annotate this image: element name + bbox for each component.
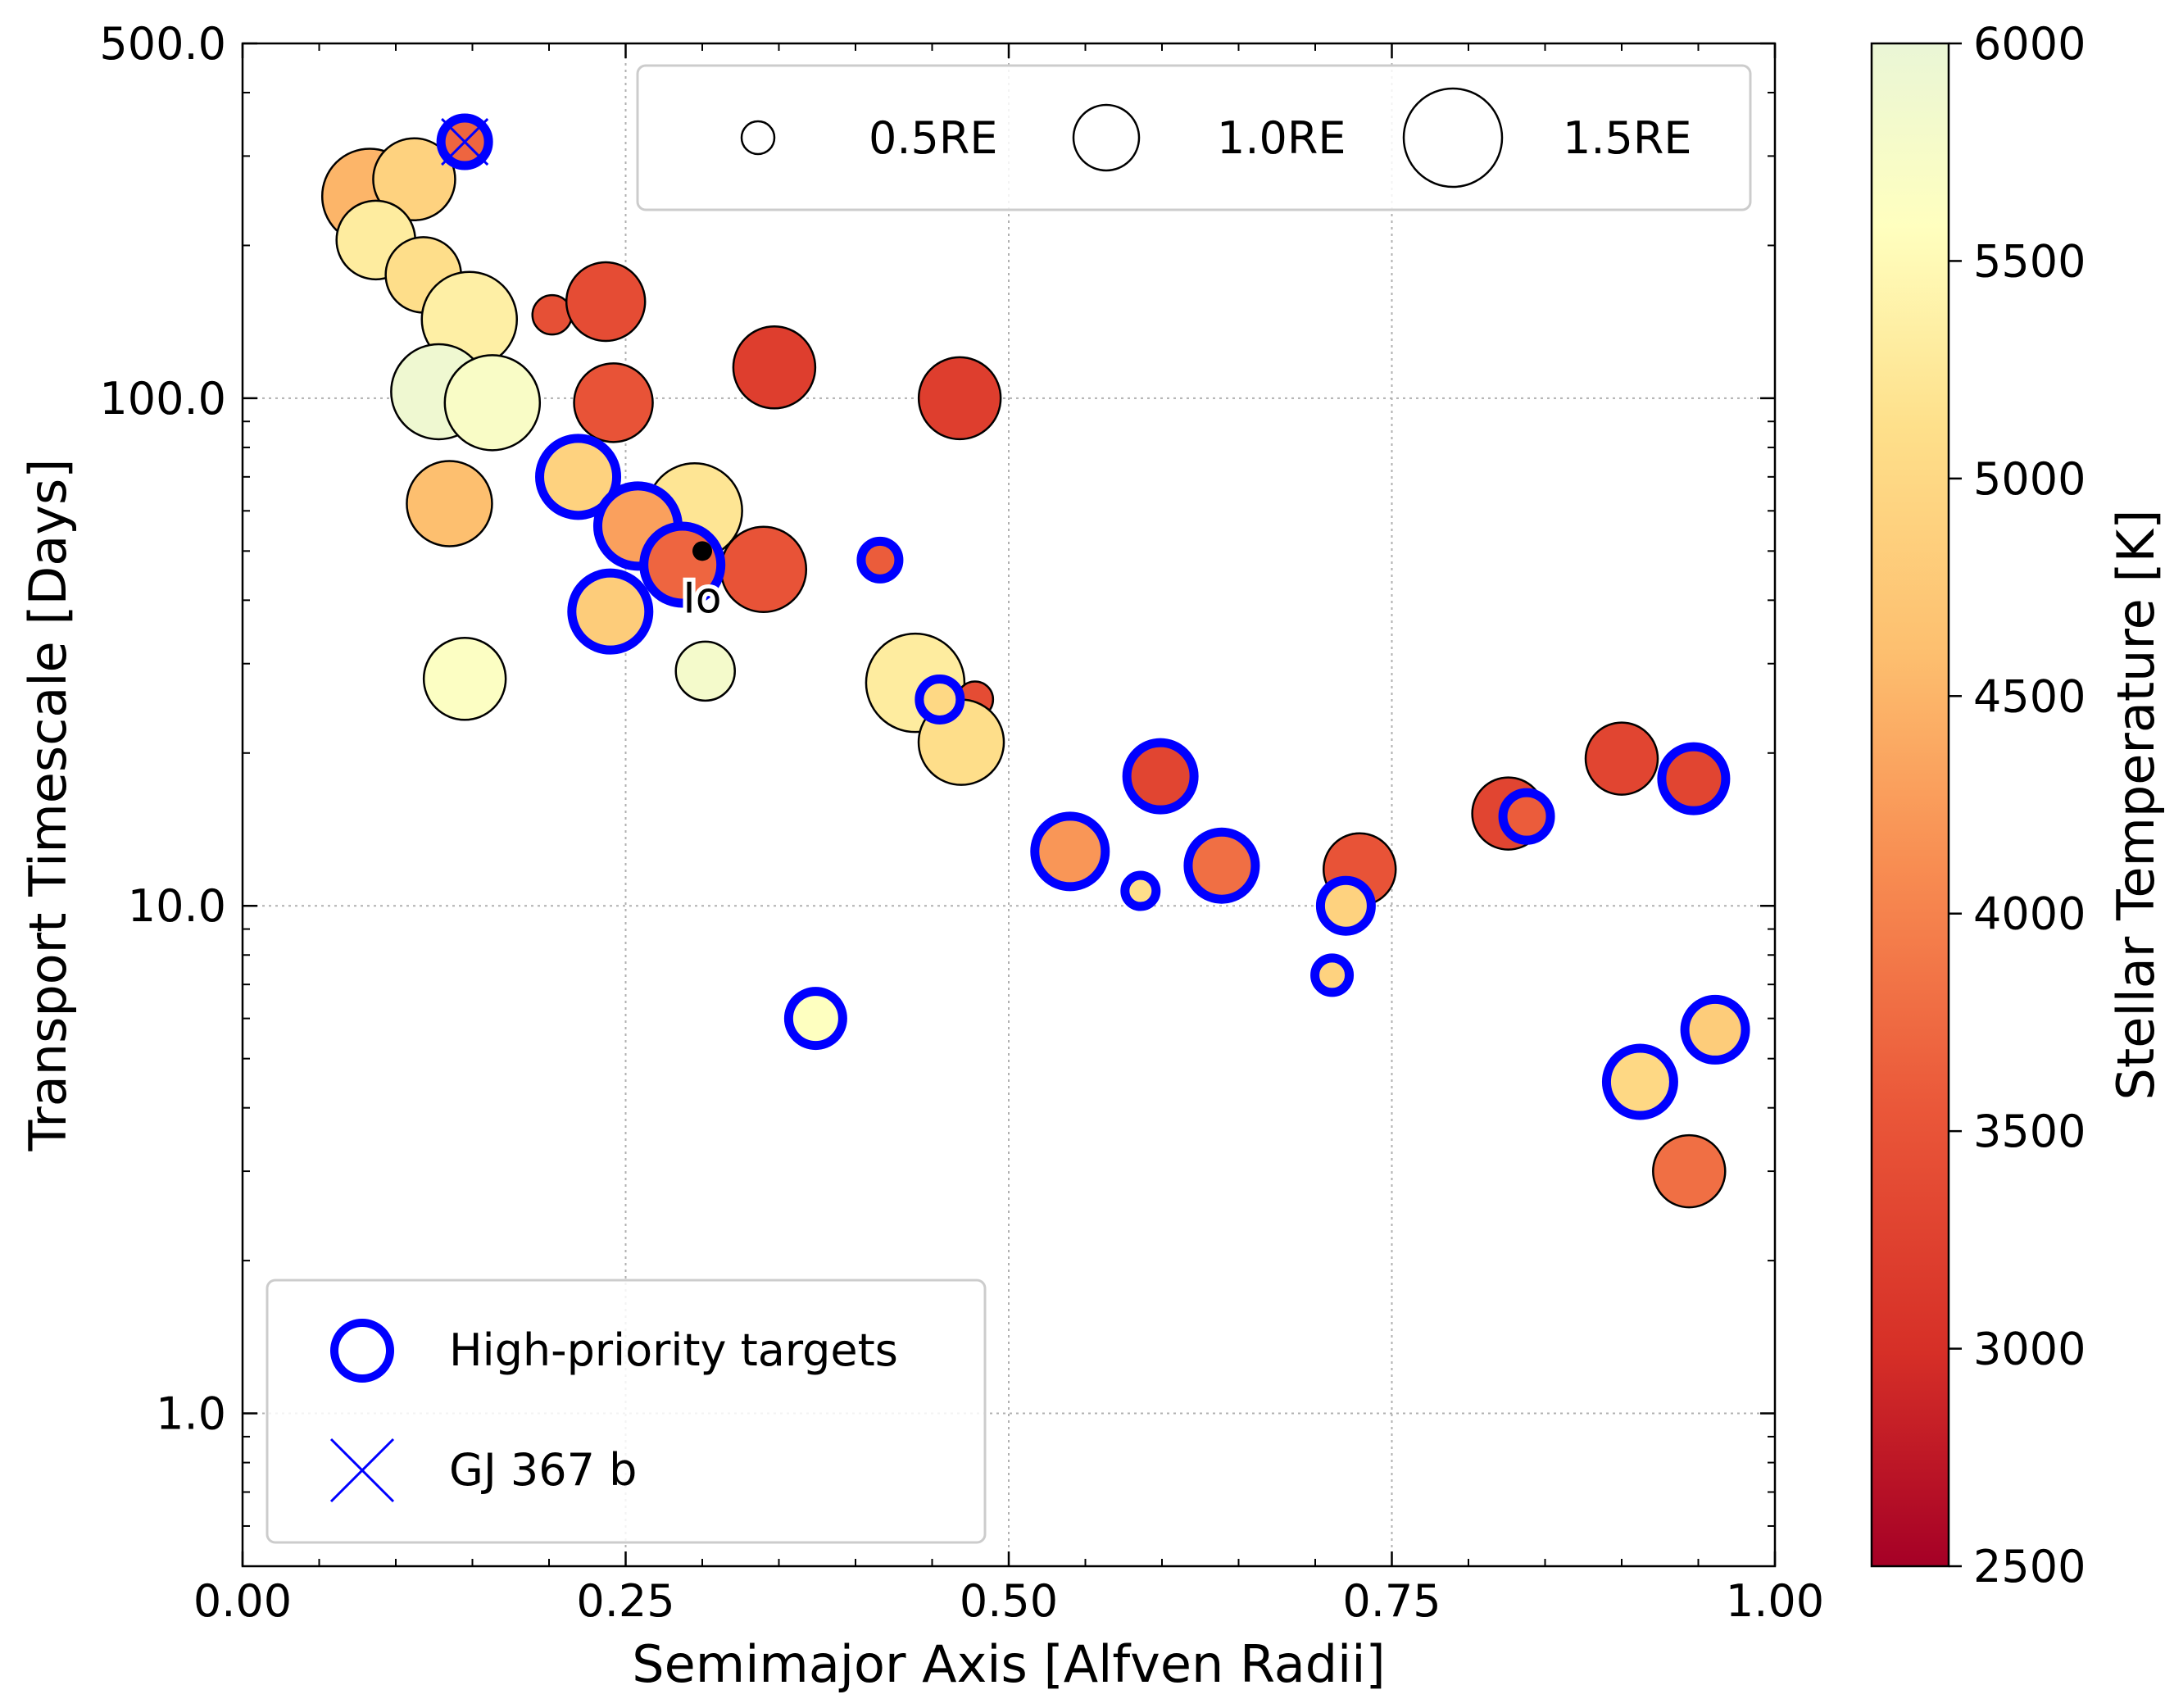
size-legend-label: 0.5RE [869,112,998,164]
high-priority-ring [567,568,654,655]
x-tick-label: 0.00 [193,1575,292,1627]
grid-lines [243,43,1775,1566]
high-priority-legend-label: High-priority targets [449,1324,898,1376]
data-point [732,325,817,410]
high-priority-ring [436,113,493,170]
high-priority-ring [915,674,965,725]
size-legend-label: 1.0RE [1217,112,1346,164]
high-priority-ring [1657,742,1731,815]
size-legend: 0.5RE 1.0RE 1.5RE [636,64,1752,211]
high-priority-ring [1601,1043,1678,1120]
colorbar-tick-label: 4000 [1973,888,2085,940]
x-tick-label: 0.75 [1342,1575,1441,1627]
data-point [719,525,808,614]
marker-legend-box [266,1279,987,1544]
y-tick-label: 500.0 [99,18,226,70]
high-priority-ring [1315,875,1376,936]
x-tick-label: 1.00 [1726,1575,1824,1627]
high-priority-ring [1030,811,1110,892]
size-legend-marker [1402,87,1504,189]
high-priority-ring [1680,994,1750,1065]
high-priority-ring [535,434,622,520]
data-points [320,113,1750,1209]
data-point [443,354,542,452]
colorbar-tick-label: 5000 [1973,453,2085,505]
io-annotation: Io [679,541,726,627]
gj367-legend-label: GJ 367 b [449,1444,637,1496]
data-point [565,261,647,343]
gj367-x-icon [329,1438,395,1503]
x-tick-label: 0.25 [576,1575,674,1627]
colorbar-tick-label: 5500 [1973,235,2085,287]
size-legend-label: 1.5RE [1563,112,1692,164]
y-tick-label: 100.0 [99,373,226,425]
data-point [1584,721,1659,796]
x-tick-label: 0.50 [960,1575,1058,1627]
colorbar-tick-label: 6000 [1973,18,2085,70]
colorbar: 2500 3000 3500 4000 4500 5000 5500 6000 Stellar… [1870,18,2166,1592]
io-label: Io [683,574,721,623]
data-point [674,640,736,702]
colorbar-gradient [1870,42,1950,1568]
marker-legend: High-priority targets GJ 367 b [266,1279,987,1544]
gj367-marker [441,117,489,166]
colorbar-tick-label: 4500 [1973,670,2085,722]
colorbar-tick-label: 3000 [1973,1324,2085,1375]
y-tick-label: 1.0 [156,1388,226,1440]
data-point [406,460,493,547]
colorbar-label: Stellar Temperature [K] [2106,510,2166,1101]
colorbar-tick-label: 3500 [1973,1106,2085,1157]
high-priority-ring [1183,827,1260,904]
data-point [573,362,654,443]
data-point [917,356,1002,441]
io-point [692,541,712,561]
axes: 0.00 0.25 0.50 0.75 1.00 1.0 10.0 100.0 500.0 [99,18,1824,1627]
data-point [1652,1133,1727,1209]
colorbar-tick-label: 2500 [1973,1541,2085,1592]
high-priority-ring [1310,953,1355,997]
size-legend-marker [740,120,776,156]
data-point [372,137,456,221]
high-priority-ring [856,536,904,584]
y-tick-label: 10.0 [128,880,226,932]
high-priority-ring [639,521,726,608]
high-priority-ring [783,987,847,1051]
high-priority-ring [1122,738,1199,815]
size-legend-marker [1072,103,1141,172]
y-axis-label: Transport Timescale [Days] [18,459,78,1152]
data-point [422,637,507,721]
high-priority-ring [1120,870,1161,911]
high-priority-ring [1498,788,1555,845]
high-priority-ring-icon [330,1319,394,1383]
x-axis-label: Semimajor Axis [Alfven Radii] [632,1634,1385,1694]
